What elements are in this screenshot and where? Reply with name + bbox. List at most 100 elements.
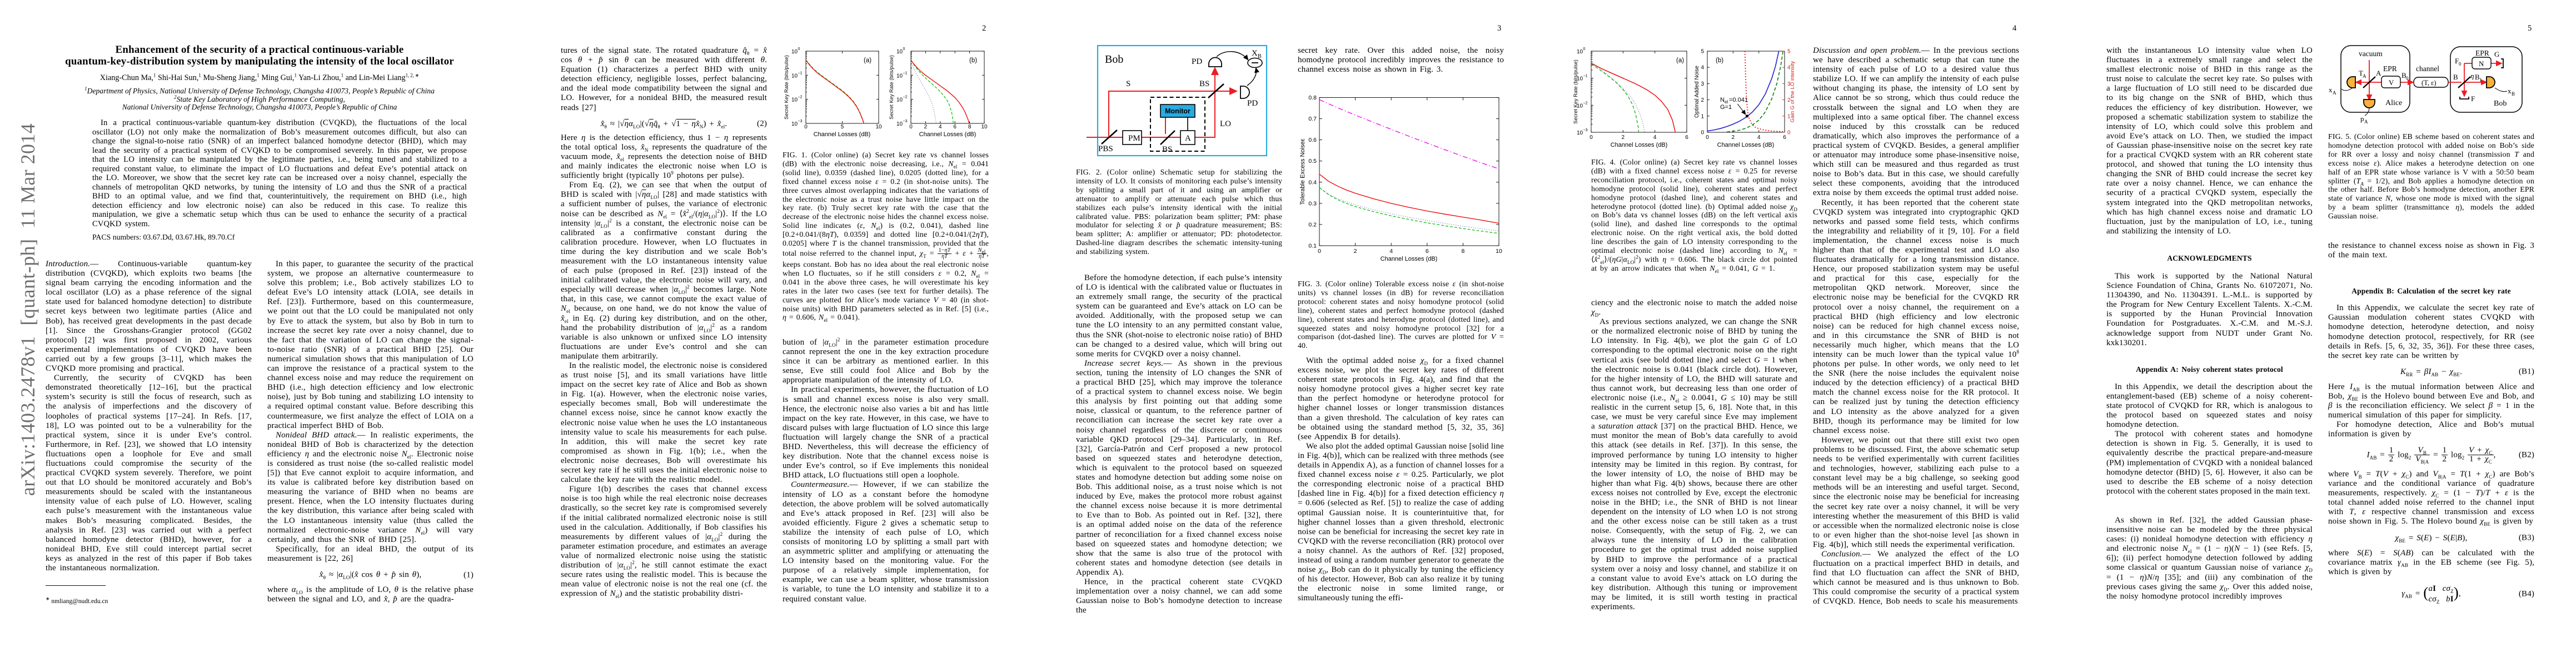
svg-text:Secret Key Rate (bits/pulse): Secret Key Rate (bits/pulse) (784, 55, 789, 120)
svg-text:N: N (2479, 59, 2484, 68)
svg-text:PD: PD (1247, 99, 1258, 108)
svg-text:10: 10 (1577, 49, 1583, 55)
svg-text:A: A (2333, 90, 2336, 96)
svg-text:0.5: 0.5 (1308, 158, 1317, 165)
svg-text:Monitor: Monitor (1165, 107, 1190, 115)
svg-text:4: 4 (1653, 135, 1657, 141)
svg-text:x: x (2329, 86, 2333, 94)
svg-text:(b): (b) (1716, 57, 1723, 64)
svg-text:0: 0 (909, 124, 913, 130)
svg-text:el: el (1725, 99, 1728, 104)
svg-text:x: x (2508, 87, 2512, 95)
svg-text:0.4: 0.4 (1308, 179, 1317, 186)
svg-text:2: 2 (1732, 135, 1735, 141)
svg-text:−2: −2 (1583, 101, 1588, 105)
svg-text:−1: −1 (903, 71, 908, 75)
svg-text:0: 0 (1701, 130, 1704, 136)
svg-text:channel: channel (2416, 64, 2439, 73)
svg-text:10: 10 (981, 124, 988, 130)
svg-text:G: G (2494, 50, 2499, 58)
svg-text:0: 0 (903, 47, 905, 51)
svg-text:0: 0 (1583, 47, 1586, 51)
svg-text:N: N (1720, 97, 1725, 103)
svg-text:Channel Losses (dB): Channel Losses (dB) (1611, 142, 1668, 148)
svg-text:2: 2 (1622, 135, 1625, 141)
svg-text:5: 5 (1787, 49, 1791, 55)
svg-text:10: 10 (875, 124, 882, 130)
svg-text:=0.041: =0.041 (1729, 97, 1748, 103)
svg-text:F: F (2455, 57, 2459, 65)
svg-text:BS: BS (1162, 145, 1172, 154)
svg-text:G=1: G=1 (1720, 104, 1732, 111)
svg-text:F: F (2471, 94, 2475, 103)
svg-text:LO: LO (1220, 120, 1231, 128)
svg-text:−1: −1 (1583, 74, 1588, 78)
svg-text:Channel Losses (dB): Channel Losses (dB) (814, 131, 871, 138)
svg-text:(b): (b) (969, 57, 977, 64)
svg-text:BS: BS (1199, 79, 1209, 88)
svg-text:A: A (1185, 134, 1191, 143)
svg-text:A: A (2376, 69, 2381, 77)
svg-text:0.2: 0.2 (1308, 221, 1317, 228)
svg-text:2: 2 (1701, 97, 1704, 103)
svg-text:Channel Losses (dB): Channel Losses (dB) (1381, 256, 1438, 262)
svg-text:T: T (2359, 69, 2363, 77)
svg-text:Secret Key Rate (bits/pulse): Secret Key Rate (bits/pulse) (889, 55, 894, 120)
svg-text:0: 0 (2406, 76, 2409, 81)
svg-text:0: 0 (1706, 135, 1709, 141)
svg-text:2: 2 (924, 124, 928, 130)
svg-text:4: 4 (1701, 65, 1704, 71)
svg-text:10: 10 (1577, 103, 1583, 109)
svg-text:3: 3 (1787, 81, 1791, 87)
svg-text:A: A (2363, 73, 2366, 79)
svg-text:6: 6 (1685, 135, 1688, 141)
svg-text:6: 6 (1783, 135, 1786, 141)
svg-text:4: 4 (939, 124, 942, 130)
svg-text:5: 5 (841, 124, 844, 130)
svg-text:6: 6 (953, 124, 956, 130)
svg-text:B: B (1258, 53, 1262, 59)
svg-text:PM: PM (1128, 134, 1140, 143)
svg-text:EPR: EPR (2475, 49, 2489, 57)
svg-text:10: 10 (791, 121, 798, 127)
svg-text:PD: PD (1192, 57, 1202, 66)
svg-text:4: 4 (1757, 135, 1761, 141)
svg-text:8: 8 (1461, 248, 1464, 255)
svg-text:0.7: 0.7 (1308, 116, 1317, 122)
svg-text:Secret Key Rate (bits/pulse): Secret Key Rate (bits/pulse) (1573, 59, 1578, 124)
svg-text:6: 6 (1426, 248, 1429, 255)
svg-text:B: B (2453, 73, 2458, 81)
svg-text:10: 10 (791, 49, 798, 55)
svg-text:10: 10 (896, 121, 903, 127)
svg-text:−2: −2 (903, 96, 908, 99)
svg-text:Gain G of the LO intensity: Gain G of the LO intensity (1790, 61, 1796, 123)
svg-text:Alice: Alice (2385, 99, 2402, 107)
svg-text:−2: −2 (798, 96, 803, 99)
svg-text:p: p (2360, 115, 2364, 123)
svg-text:0.1: 0.1 (1308, 243, 1317, 250)
svg-text:10: 10 (896, 49, 903, 55)
svg-text:−1: −1 (798, 71, 803, 75)
svg-text:η: η (2470, 72, 2474, 80)
svg-text:10: 10 (896, 73, 903, 79)
svg-text:Tolerable Excess Noiseε: Tolerable Excess Noiseε (1299, 138, 1306, 205)
svg-text:10: 10 (791, 73, 798, 79)
svg-text:V: V (2389, 78, 2394, 87)
svg-text:0: 0 (1590, 135, 1593, 141)
svg-text:Optimal Added Noise: Optimal Added Noise (1694, 66, 1700, 118)
svg-text:vacuum: vacuum (2359, 49, 2383, 58)
svg-text:Channel Losses (dB): Channel Losses (dB) (1717, 142, 1775, 148)
svg-text:10: 10 (791, 97, 798, 103)
svg-text:(a): (a) (1676, 57, 1684, 64)
svg-text:(T, ε): (T, ε) (2421, 79, 2437, 87)
svg-text:B: B (2401, 71, 2406, 79)
svg-text:0.3: 0.3 (1308, 200, 1317, 207)
svg-text:(a): (a) (864, 57, 871, 64)
svg-text:B: B (2475, 73, 2480, 81)
svg-text:Bob: Bob (2494, 99, 2507, 108)
svg-text:1: 1 (2479, 77, 2482, 83)
svg-text:Bob: Bob (1105, 53, 1123, 66)
svg-text:EPR: EPR (2383, 64, 2397, 73)
svg-text:5: 5 (1701, 49, 1704, 55)
svg-text:−3: −3 (1583, 128, 1588, 132)
